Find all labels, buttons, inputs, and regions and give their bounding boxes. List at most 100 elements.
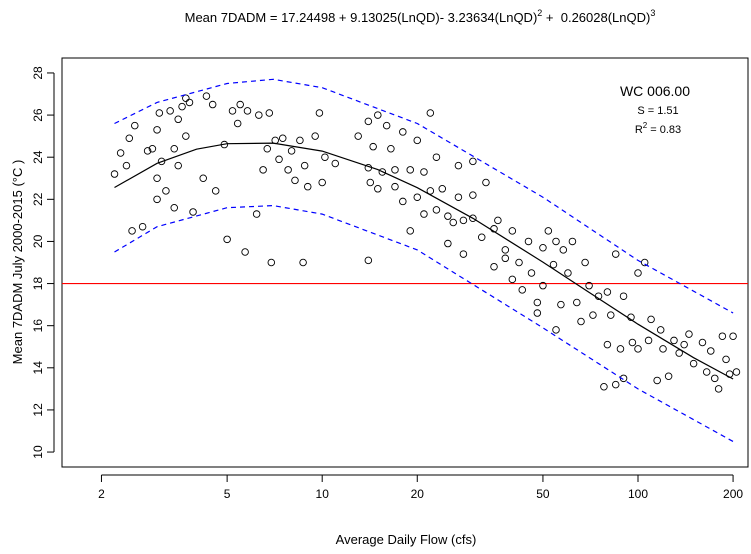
- data-point: [659, 345, 667, 353]
- x-tick-label: 2: [98, 487, 105, 501]
- data-point: [131, 121, 139, 130]
- data-point: [296, 136, 304, 145]
- data-point: [573, 298, 581, 307]
- data-point: [647, 315, 655, 324]
- data-point: [174, 115, 182, 124]
- data-point: [170, 145, 178, 153]
- data-point: [702, 368, 711, 376]
- data-point: [680, 340, 688, 349]
- data-point: [291, 176, 299, 185]
- x-axis-label: Average Daily Flow (cfs): [336, 532, 477, 547]
- x-tick-label: 10: [316, 487, 330, 501]
- data-point: [718, 332, 727, 340]
- data-point: [603, 340, 612, 349]
- data-point: [490, 262, 498, 271]
- data-point: [711, 374, 719, 383]
- data-point: [454, 193, 463, 201]
- data-point: [420, 168, 428, 176]
- data-point: [236, 100, 244, 109]
- data-point: [527, 269, 536, 277]
- confidence-band: [114, 204, 734, 443]
- data-point: [444, 239, 452, 248]
- data-point: [299, 258, 307, 267]
- data-point: [166, 107, 174, 115]
- data-point: [611, 250, 620, 258]
- data-point: [722, 355, 730, 364]
- data-point: [228, 107, 237, 115]
- data-point: [243, 107, 252, 115]
- data-point: [174, 161, 182, 170]
- data-point: [284, 166, 292, 174]
- data-point: [459, 216, 468, 225]
- data-point: [182, 94, 190, 102]
- data-point: [178, 102, 186, 111]
- data-point: [698, 338, 707, 347]
- y-tick-label: 16: [31, 319, 45, 333]
- data-point: [321, 153, 329, 161]
- data-point: [241, 248, 249, 256]
- data-point: [634, 269, 642, 277]
- y-tick-label: 14: [31, 361, 45, 375]
- data-point: [544, 227, 553, 235]
- fit-curve: [114, 142, 734, 380]
- data-point: [364, 117, 373, 126]
- data-point: [494, 216, 502, 225]
- stat-r2: R2 = 0.83: [635, 121, 681, 136]
- data-point: [432, 153, 441, 161]
- data-point: [252, 210, 261, 218]
- r2-part: = 0.83: [647, 124, 681, 136]
- data-point: [616, 345, 625, 353]
- data-point: [399, 128, 407, 136]
- data-point: [275, 155, 283, 164]
- title-part: Mean 7DADM = 17.24498 + 9.13025(LnQD)- 3…: [185, 10, 538, 25]
- plot-frame: [61, 57, 749, 468]
- data-point: [315, 109, 324, 117]
- data-point: [549, 260, 558, 269]
- data-point: [406, 227, 414, 235]
- data-point: [364, 256, 373, 265]
- y-tick-label: 12: [31, 403, 45, 417]
- data-point: [267, 258, 276, 267]
- data-point: [670, 336, 678, 345]
- data-point: [664, 372, 673, 380]
- data-point: [265, 109, 274, 117]
- y-tick-label: 26: [31, 108, 45, 122]
- data-point: [413, 193, 422, 201]
- data-point: [369, 142, 377, 151]
- data-point: [259, 166, 267, 174]
- data-point: [568, 237, 577, 246]
- data-point: [378, 168, 387, 176]
- data-point: [138, 222, 147, 231]
- data-point: [585, 281, 593, 290]
- data-point: [515, 258, 523, 267]
- data-point: [366, 178, 375, 187]
- data-point: [449, 218, 457, 227]
- data-point: [619, 292, 628, 300]
- data-point: [208, 100, 217, 109]
- data-point: [300, 161, 309, 170]
- data-point: [539, 244, 547, 252]
- data-point: [533, 309, 542, 317]
- data-point: [153, 126, 161, 134]
- data-point: [552, 326, 560, 334]
- data-point: [714, 385, 723, 393]
- y-tick-label: 22: [31, 192, 45, 206]
- data-point: [387, 145, 395, 153]
- data-point: [122, 161, 131, 170]
- data-point: [287, 147, 296, 155]
- data-point: [539, 281, 547, 290]
- data-point: [653, 376, 661, 385]
- data-point: [729, 332, 737, 340]
- data-point: [454, 161, 463, 170]
- data-point: [469, 157, 477, 166]
- data-point: [391, 166, 399, 174]
- data-point: [469, 191, 477, 199]
- data-point: [518, 286, 526, 294]
- data-point: [413, 136, 422, 145]
- data-point: [634, 345, 642, 353]
- data-point: [628, 338, 637, 347]
- data-point: [533, 298, 542, 307]
- data-point: [589, 311, 597, 319]
- data-point: [185, 98, 194, 107]
